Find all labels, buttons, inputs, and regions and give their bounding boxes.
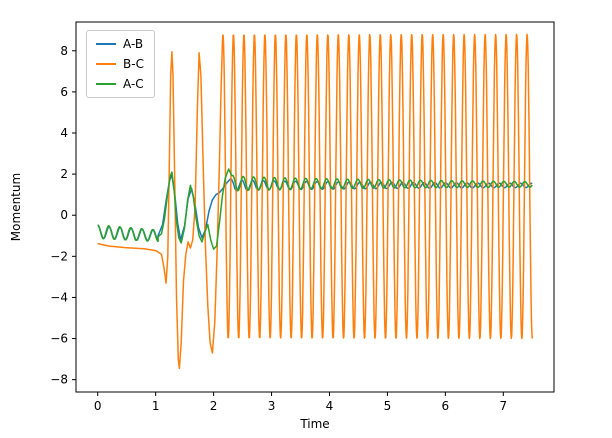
svg-text:−2: −2	[50, 249, 68, 263]
svg-text:6: 6	[60, 85, 68, 99]
legend-label: A-C	[123, 77, 144, 91]
svg-text:4: 4	[60, 126, 68, 140]
legend-entry: A-B	[96, 37, 144, 51]
svg-text:−4: −4	[50, 290, 68, 304]
svg-text:1: 1	[152, 399, 160, 413]
svg-text:0: 0	[60, 208, 68, 222]
svg-text:5: 5	[384, 399, 392, 413]
svg-text:4: 4	[326, 399, 334, 413]
svg-text:−8: −8	[50, 373, 68, 387]
svg-text:8: 8	[60, 44, 68, 58]
legend-line-swatch	[96, 43, 116, 45]
svg-text:2: 2	[60, 167, 68, 181]
svg-text:3: 3	[268, 399, 276, 413]
svg-text:6: 6	[442, 399, 450, 413]
svg-text:−6: −6	[50, 332, 68, 346]
legend-entry: A-C	[96, 77, 144, 91]
svg-text:7: 7	[499, 399, 507, 413]
legend: A-B B-C A-C	[86, 30, 155, 98]
legend-line-swatch	[96, 83, 116, 85]
legend-label: B-C	[123, 57, 144, 71]
svg-text:0: 0	[94, 399, 102, 413]
x-axis-title: Time	[300, 417, 330, 431]
legend-line-swatch	[96, 63, 116, 65]
svg-text:2: 2	[210, 399, 218, 413]
legend-entry: B-C	[96, 57, 144, 71]
y-axis-title: Momentum	[9, 172, 23, 242]
legend-label: A-B	[123, 37, 144, 51]
